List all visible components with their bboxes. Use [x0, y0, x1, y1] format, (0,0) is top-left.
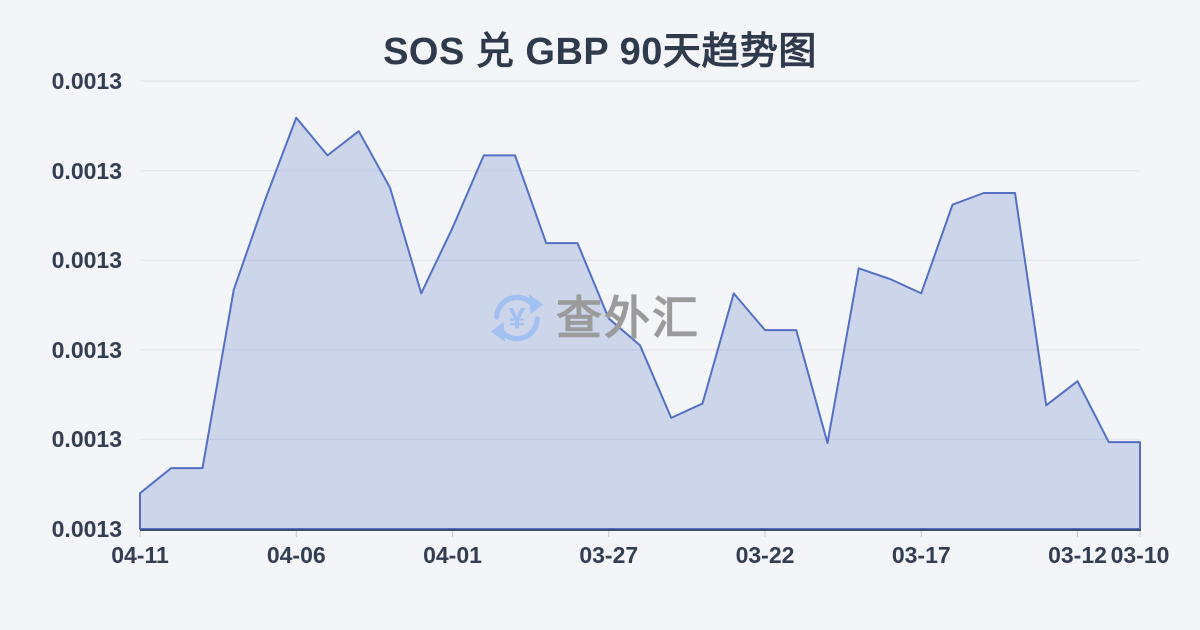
x-axis-label: 04-11	[111, 542, 169, 568]
y-axis-label: 0.0013	[51, 68, 122, 94]
x-axis-label: 04-06	[266, 542, 326, 568]
x-axis-label: 03-12	[1048, 542, 1107, 568]
y-axis-label: 0.0013	[51, 516, 122, 542]
y-axis-label: 0.0013	[51, 157, 122, 184]
x-axis-label: 04-01	[423, 542, 482, 568]
x-axis-label: 03-10	[1110, 542, 1170, 568]
x-axis-label: 03-22	[735, 542, 795, 568]
chart-title: SOS 兑 GBP 90天趋势图	[383, 31, 817, 73]
x-axis-label: 03-27	[579, 542, 639, 568]
x-axis-label: 03-17	[891, 542, 951, 568]
y-axis-label: 0.0013	[51, 426, 122, 453]
y-axis-label: 0.0013	[51, 336, 122, 363]
y-axis-label: 0.0013	[51, 247, 122, 274]
trend-area-series	[139, 116, 1141, 530]
